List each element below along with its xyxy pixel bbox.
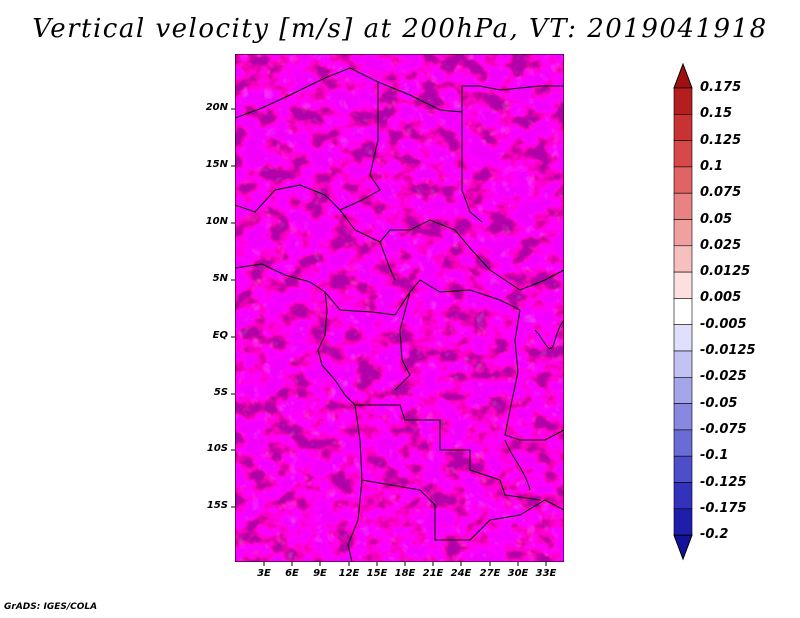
lat-label-5n: 5N	[212, 273, 228, 284]
colorbar-label: 0.005	[700, 290, 742, 306]
lat-label-10s: 10S	[206, 443, 228, 454]
colorbar-box	[673, 376, 693, 404]
colorbar-box	[673, 140, 693, 168]
lon-label-15e: 15E	[366, 568, 388, 579]
colorbar-label: -0.0125	[700, 343, 756, 358]
lon-label-27e: 27E	[479, 568, 501, 579]
colorbar-box	[673, 271, 693, 299]
lon-label-12e: 12E	[338, 568, 360, 579]
lat-label-15n: 15N	[205, 159, 228, 170]
lon-label-24e: 24E	[450, 568, 472, 579]
colorbar-box	[673, 403, 693, 431]
colorbar-box	[673, 192, 693, 220]
lon-label-30e: 30E	[507, 568, 529, 579]
colorbar-label: 0.075	[700, 185, 742, 201]
grads-credit: GrADS: IGES/COLA	[4, 602, 98, 612]
colorbar-box	[673, 245, 693, 273]
colorbar-label: -0.125	[700, 474, 747, 490]
colorbar-box	[673, 166, 693, 194]
lat-label-5s: 5S	[213, 387, 228, 398]
lon-label-3e: 3E	[257, 568, 271, 579]
lon-ticks	[263, 562, 547, 566]
colorbar-label: 0.175	[700, 80, 742, 95]
colorbar-box	[673, 298, 693, 325]
lon-label-21e: 21E	[422, 568, 444, 579]
colorbar-label: -0.05	[700, 395, 738, 411]
colorbar-label: 0.15	[700, 106, 733, 122]
lat-ticks	[231, 108, 235, 508]
lat-label-10n: 10N	[205, 216, 228, 227]
colorbar-box	[673, 508, 693, 536]
colorbar-box	[673, 482, 693, 510]
colorbar-label: 0.025	[700, 237, 742, 253]
colorbar-box	[673, 324, 693, 352]
colorbar-box	[673, 429, 693, 457]
map-panel	[235, 54, 564, 562]
lat-label-eq: EQ	[212, 330, 228, 341]
lon-label-33e: 33E	[535, 568, 557, 579]
lat-label-15s: 15S	[206, 500, 228, 511]
colorbar-label: -0.175	[700, 500, 747, 516]
colorbar-box	[673, 219, 693, 247]
colorbar-label: -0.2	[700, 527, 729, 543]
lon-label-18e: 18E	[394, 568, 416, 579]
lon-label-6e: 6E	[285, 568, 299, 579]
colorbar-bottom-arrow	[673, 534, 693, 561]
colorbar-label: -0.025	[700, 369, 747, 385]
colorbar-label: 0.1	[700, 158, 724, 174]
colorbar-label: 0.125	[700, 132, 742, 148]
colorbar-label: -0.1	[700, 448, 729, 464]
country-borders	[235, 67, 564, 562]
chart-title: Vertical velocity [m/s] at 200hPa, VT: 2…	[32, 14, 768, 44]
colorbar-box	[673, 114, 693, 141]
colorbar-label: 0.05	[700, 211, 733, 227]
colorbar-top-arrow	[673, 62, 693, 89]
colorbar-label: -0.005	[700, 316, 747, 332]
colorbar-box	[673, 87, 693, 115]
colorbar	[673, 62, 693, 561]
colorbar-label: -0.075	[700, 421, 747, 437]
colorbar-box	[673, 350, 693, 378]
lon-label-9e: 9E	[313, 568, 327, 579]
colorbar-label: 0.0125	[700, 264, 751, 280]
lat-label-20n: 20N	[205, 102, 228, 113]
colorbar-box	[673, 455, 693, 483]
